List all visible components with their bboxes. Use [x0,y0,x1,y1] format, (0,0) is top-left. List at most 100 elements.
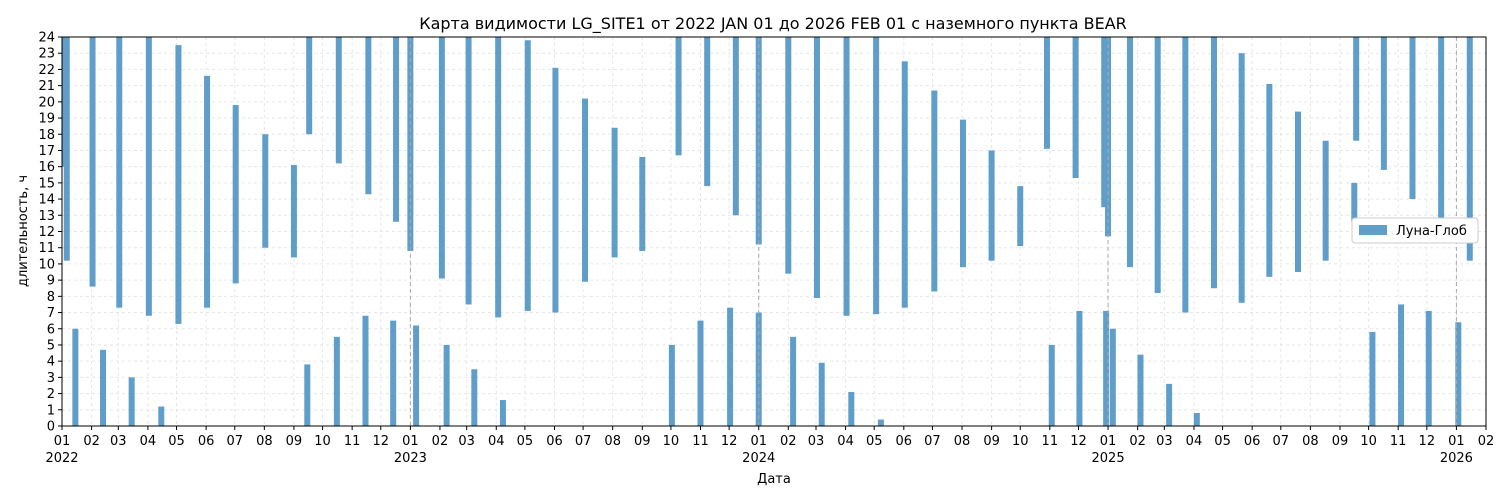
y-tick-label: 6 [47,322,55,337]
x-tick-label: 05 [1214,434,1231,449]
visibility-window-bar [697,320,704,426]
visibility-window-bar [495,37,502,318]
visibility-window-bar [63,37,70,261]
visibility-window-bar [843,37,850,316]
visibility-window-bar [1182,37,1189,313]
x-year-label: 2025 [1092,451,1125,466]
x-tick-label: 05 [866,434,883,449]
x-tick-label: 01 [750,434,767,449]
visibility-window-bar [1109,328,1116,426]
x-tick-label: 04 [488,434,505,449]
y-axis-label: длительность, ч [16,175,31,287]
visibility-window-bar [145,37,152,316]
x-tick-label: 08 [604,434,621,449]
x-tick-label: 10 [663,434,680,449]
x-tick-label: 10 [314,434,331,449]
y-tick-label: 5 [47,338,55,353]
visibility-window-bar [790,336,797,426]
x-tick-label: 02 [780,434,797,449]
visibility-window-bar [465,37,472,305]
y-tick-label: 14 [38,193,55,208]
x-tick-label: 10 [1012,434,1029,449]
visibility-window-bar [582,98,589,282]
y-tick-label: 21 [38,79,55,94]
x-tick-label: 08 [256,434,273,449]
visibility-window-bar [1438,37,1445,229]
visibility-window-bar [158,406,165,426]
visibility-window-bar [873,37,880,315]
visibility-window-bar [1409,37,1416,200]
visibility-window-bar [818,362,825,426]
x-year-label: 2022 [45,451,78,466]
visibility-window-bar [365,37,372,195]
visibility-window-bar [443,344,450,426]
x-tick-label: 09 [286,434,303,449]
visibility-window-bar [232,105,239,284]
visibility-window-bar [524,40,531,311]
x-year-label: 2023 [394,451,427,466]
visibility-window-bar [1193,413,1200,426]
visibility-window-bar [204,75,211,308]
x-tick-label: 12 [1070,434,1087,449]
visibility-window-bar [1154,37,1161,294]
x-tick-label: 09 [1332,434,1349,449]
y-tick-label: 24 [38,31,55,46]
y-tick-label: 8 [47,290,55,305]
x-tick-label: 01 [1448,434,1465,449]
x-tick-label: 09 [634,434,651,449]
x-axis-label: Дата [757,472,791,487]
x-tick-label: 01 [54,434,71,449]
x-tick-label: 01 [402,434,419,449]
x-tick-label: 11 [344,434,361,449]
visibility-window-bar [393,37,400,222]
y-tick-label: 17 [38,144,55,159]
visibility-window-bar [333,336,340,426]
x-tick-label: 12 [721,434,738,449]
y-tick-label: 18 [38,128,55,143]
visibility-window-bar [390,320,397,426]
visibility-window-bar [931,90,938,292]
y-tick-label: 15 [38,176,55,191]
visibility-window-bar [668,344,675,426]
x-tick-label: 08 [1302,434,1319,449]
visibility-window-bar [1455,322,1462,426]
chart-title: Карта видимости LG_SITE1 от 2022 JAN 01 … [419,14,1127,34]
visibility-window-bar [335,37,342,164]
visibility-window-bar [1380,37,1387,170]
visibility-window-bar [1238,53,1245,303]
x-tick-label: 03 [808,434,825,449]
year-divider-lines [409,37,1457,426]
visibility-window-bar [1353,37,1360,141]
visibility-window-bar [362,315,369,426]
legend-label: Луна-Глоб [1396,224,1467,239]
visibility-window-bar [89,37,96,287]
visibility-window-bar [959,119,966,268]
legend-swatch [1359,225,1387,235]
visibility-window-bar [1043,37,1050,149]
x-tick-label: 11 [1042,434,1059,449]
visibility-window-bar [1017,186,1024,247]
visibility-window-bar [1466,37,1473,261]
y-tick-label: 22 [38,63,55,78]
visibility-window-bar [100,349,107,426]
x-tick-label: 03 [1156,434,1173,449]
x-year-label: 2024 [742,451,775,466]
y-tick-label: 10 [38,257,55,272]
visibility-window-bar [1210,37,1217,289]
x-tick-label: 02 [432,434,449,449]
x-tick-label: 02 [1129,434,1146,449]
x-tick-label: 02 [83,434,100,449]
x-tick-label: 07 [1273,434,1290,449]
y-tick-label: 13 [38,209,55,224]
x-axis: 01 2022 02 03 04 05 06 07 08 09 10 11 12 01 2023 02 03 04… [45,426,1494,466]
visibility-window-bar [727,307,734,426]
x-tick-label: 12 [1419,434,1436,449]
visibility-window-bar [1351,182,1358,222]
x-tick-label: 10 [1360,434,1377,449]
visibility-window-bar [704,37,711,187]
legend: Луна-Глоб [1351,217,1479,244]
x-tick-label: 04 [1186,434,1203,449]
x-tick-label: 12 [373,434,390,449]
visibility-window-bar [290,165,297,258]
